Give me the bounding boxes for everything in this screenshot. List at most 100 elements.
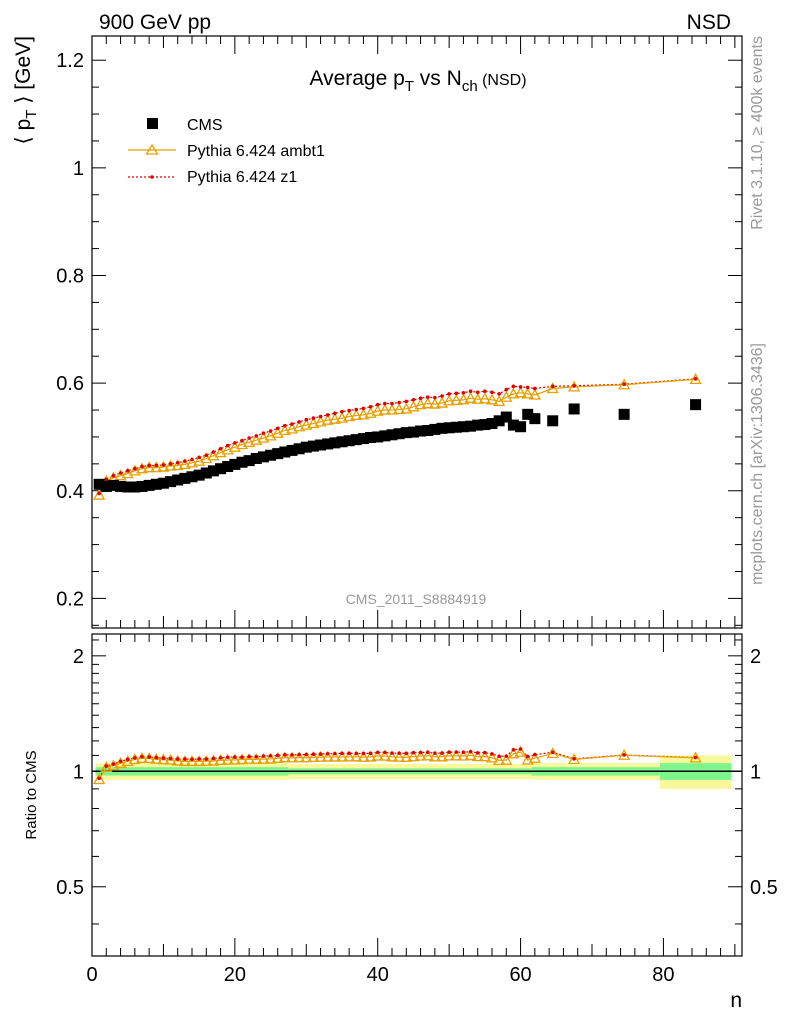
ambt1-ratio-point: [200, 754, 213, 766]
main-y-label: ⟨ pT ⟩ [GeV]: [12, 36, 40, 144]
cms-point: [93, 478, 105, 490]
ambt1-point: [171, 459, 184, 471]
ambt1-point: [150, 461, 163, 473]
ambt1-ratio-point: [514, 745, 527, 757]
x-tick-label: 80: [652, 964, 674, 986]
ambt1-ratio-point: [157, 753, 170, 765]
z1-point: [111, 473, 116, 478]
z1-point: [197, 455, 201, 460]
ambt1-ratio-point: [150, 752, 163, 764]
z1-ratio-point: [418, 750, 423, 755]
ambt1-ratio-point: [143, 752, 156, 764]
z1-point: [218, 446, 223, 451]
z1-ratio-point: [297, 752, 301, 757]
cms-point: [429, 423, 441, 435]
side-label-top: Rivet 3.1.10, ≥ 400k events: [749, 36, 766, 230]
cms-point: [486, 417, 498, 429]
z1-ratio-point: [440, 751, 444, 755]
x-tick-label: 20: [224, 964, 246, 986]
cms-point: [215, 463, 227, 475]
z1-point: [418, 396, 423, 400]
ratio-y-tick-label-right: 1: [750, 761, 761, 783]
z1-point: [433, 395, 437, 400]
cms-point: [465, 420, 477, 432]
side-label-bottom: mcplots.cern.ch [arXiv:1306.3436]: [749, 343, 766, 585]
legend-marker-z1: [150, 175, 154, 179]
z1-point: [133, 466, 137, 471]
cms-point: [379, 430, 391, 442]
ambt1-ratio-point: [428, 750, 441, 762]
ambt1-point: [293, 420, 306, 432]
cms-point: [157, 477, 169, 489]
cms-point: [286, 444, 298, 456]
ambt1-ratio-point: [568, 753, 581, 765]
cms-point: [265, 449, 277, 461]
z1-point: [154, 463, 159, 468]
ambt1-ratio-point: [393, 750, 406, 762]
z1-ratio-point: [218, 756, 223, 760]
ambt1-point: [235, 438, 249, 450]
ambt1-point: [143, 461, 156, 473]
ambt1-point: [385, 403, 399, 415]
z1-point: [325, 413, 330, 417]
cms-point: [207, 465, 219, 477]
z1-ratio-point: [490, 752, 494, 756]
ambt1-ratio-point: [178, 755, 191, 767]
ambt1-point: [478, 392, 491, 404]
ambt1-point: [407, 400, 420, 412]
ambt1-ratio-point: [478, 750, 491, 762]
z1-point: [318, 414, 323, 419]
cms-point: [357, 433, 369, 445]
ambt1-ratio-point: [100, 761, 113, 773]
ambt1-ratio-point: [221, 753, 234, 765]
ambt1-ratio-point: [528, 751, 541, 763]
z1-ratio-point: [354, 751, 359, 756]
cms-point: [618, 408, 630, 420]
cms-point: [229, 458, 241, 470]
legend-marker-cms: [147, 118, 158, 129]
z1-point: [383, 401, 387, 406]
ambt1-point: [321, 413, 334, 425]
z1-point: [225, 443, 230, 448]
z1-ratio-point: [622, 753, 626, 757]
z1-point: [140, 464, 144, 469]
ambt1-point: [185, 456, 199, 468]
ambt1-point: [414, 398, 427, 410]
z1-ratio-point: [111, 762, 116, 766]
ambt1-point: [450, 394, 463, 405]
z1-ratio-point: [447, 750, 451, 754]
cms-point: [179, 472, 191, 484]
z1-point: [411, 398, 416, 402]
main-axes: 0.2 0.4 0.6 0.8 1 1.2: [56, 36, 742, 628]
ambt1-point: [114, 469, 127, 481]
z1-ratio-point: [290, 753, 294, 757]
cms-point: [522, 408, 534, 420]
ambt1-point: [364, 406, 377, 418]
ambt1-ratio-point: [464, 749, 477, 761]
cms-point: [200, 467, 212, 479]
cms-point: [100, 480, 112, 492]
z1-ratio-point: [254, 754, 259, 759]
z1-ratio-point: [168, 756, 173, 761]
ambt1-point: [521, 387, 534, 399]
ambt1-ratio-point: [421, 749, 434, 761]
main-y-tick-label: 0.2: [56, 588, 84, 610]
cms-point: [115, 480, 127, 492]
z1-ratio-point: [197, 757, 201, 761]
ambt1-ratio-point: [500, 753, 513, 765]
ambt1-point: [371, 404, 384, 416]
ambt1-ratio-point: [689, 751, 702, 763]
ratio-data-marks: [93, 745, 702, 785]
ambt1-point: [471, 392, 484, 404]
z1-ratio-point: [125, 757, 130, 762]
z1-ratio-point: [533, 752, 537, 757]
z1-point: [525, 385, 530, 390]
legend-label-cms: CMS: [187, 117, 223, 134]
cms-point: [250, 452, 262, 464]
ambt1-point: [328, 412, 341, 424]
cms-point: [243, 455, 255, 467]
ambt1-ratio-point: [307, 751, 320, 763]
ambt1-ratio-point: [93, 773, 106, 785]
z1-point: [183, 459, 187, 463]
ambt1-ratio-point: [350, 750, 363, 762]
